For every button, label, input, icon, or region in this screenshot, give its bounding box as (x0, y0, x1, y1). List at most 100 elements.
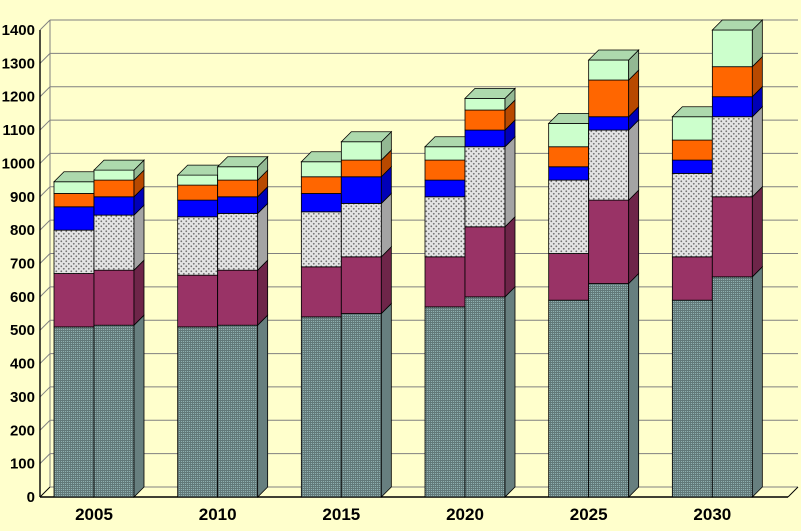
y-axis-label: 1000 (2, 155, 35, 172)
segment-side-magenta (257, 259, 269, 327)
segment-teal-textured (300, 316, 342, 498)
segment-orange (300, 176, 342, 194)
y-axis-label: 900 (10, 189, 35, 206)
segment-magenta (464, 226, 506, 298)
segment-orange (424, 159, 466, 181)
segment-side-teal-textured (133, 314, 145, 498)
x-axis-label: 2010 (199, 505, 237, 524)
segment-pale-green (548, 123, 590, 148)
bar-2030-right (711, 19, 764, 498)
segment-light-gray-dotted (217, 213, 259, 271)
y-axis-label: 1400 (2, 22, 35, 39)
segment-pale-green (671, 116, 713, 141)
bar-2005-right (93, 159, 145, 498)
segment-orange (340, 159, 382, 178)
segment-teal-textured (177, 326, 219, 498)
segment-magenta (671, 256, 713, 301)
y-axis-label: 800 (10, 222, 35, 239)
y-axis-labels: 0 100 200 300 400 500 600 700 800 900 1000 1100 1200… (2, 22, 35, 506)
segment-pale-green (464, 97, 506, 111)
segment-teal-textured (711, 276, 753, 498)
segment-side-light-gray-dotted (628, 119, 640, 202)
segment-light-gray-dotted (548, 179, 590, 254)
bar-2015-right (340, 130, 393, 498)
segment-teal-textured (671, 299, 713, 498)
segment-blue (217, 196, 259, 214)
segment-pale-green (340, 141, 382, 161)
segment-pale-green (93, 169, 135, 181)
segment-orange (464, 109, 506, 131)
x-axis-label: 2030 (693, 505, 731, 524)
segment-orange (217, 179, 259, 198)
segment-teal-textured (340, 313, 382, 498)
segment-blue (340, 176, 382, 204)
segment-orange (671, 139, 713, 161)
segment-magenta (711, 196, 753, 278)
bar-top-face (93, 159, 145, 171)
segment-teal-textured (93, 324, 135, 498)
segment-side-light-gray-dotted (257, 202, 269, 272)
segment-pale-green (53, 181, 95, 194)
bar-top-face (464, 87, 516, 99)
segment-blue (711, 96, 753, 118)
segment-teal-textured (548, 299, 590, 498)
segment-magenta (300, 266, 342, 318)
segment-pale-green (177, 174, 219, 186)
segment-pale-green (300, 161, 342, 178)
segment-orange (588, 79, 630, 118)
x-axis-label: 2015 (322, 505, 360, 524)
segment-magenta (217, 269, 259, 326)
y-axis-label: 500 (10, 322, 35, 339)
y-axis-label: 1200 (2, 89, 35, 106)
y-axis-label: 600 (10, 289, 35, 306)
segment-side-magenta (380, 245, 392, 315)
segment-light-gray-dotted (93, 214, 135, 271)
x-axis-label: 2025 (570, 505, 608, 524)
segment-blue (548, 166, 590, 181)
segment-teal-textured (53, 326, 95, 498)
segment-magenta (177, 274, 219, 328)
segment-blue (424, 179, 466, 198)
segment-pale-green (217, 166, 259, 181)
segment-magenta (548, 253, 590, 301)
segment-pale-green (588, 59, 630, 81)
bar-top-face (587, 49, 640, 61)
bar-2025-right (587, 49, 640, 498)
segment-light-gray-dotted (588, 129, 630, 201)
segment-light-gray-dotted (300, 211, 342, 268)
segment-light-gray-dotted (53, 229, 95, 274)
segment-magenta (588, 199, 630, 284)
segment-orange (53, 193, 95, 208)
segment-side-teal-textured (380, 302, 392, 498)
segment-light-gray-dotted (711, 116, 753, 198)
segment-side-light-gray-dotted (751, 105, 763, 198)
segment-teal-textured (424, 306, 466, 498)
segment-side-teal-textured (751, 265, 763, 498)
segment-light-gray-dotted (424, 196, 466, 258)
segment-side-teal-textured (628, 272, 640, 498)
segment-side-light-gray-dotted (504, 135, 516, 228)
segment-teal-textured (464, 296, 506, 498)
bar-2010-right (216, 155, 269, 498)
segment-blue (671, 159, 713, 174)
segment-blue (464, 129, 506, 148)
segment-side-magenta (751, 185, 763, 278)
y-axis-label: 200 (10, 422, 35, 439)
segment-teal-textured (588, 283, 630, 498)
segment-blue (177, 199, 219, 218)
x-axis-label: 2020 (446, 505, 484, 524)
y-axis-label: 0 (27, 489, 35, 506)
bar-top-face (340, 131, 393, 143)
segment-side-light-gray-dotted (133, 204, 145, 272)
segment-magenta (53, 273, 95, 328)
segment-light-gray-dotted (671, 173, 713, 258)
x-axis-label: 2005 (75, 505, 113, 524)
segment-orange (548, 146, 590, 168)
segment-blue (53, 206, 95, 231)
y-axis-label: 700 (10, 256, 35, 273)
segment-pale-green (711, 29, 753, 68)
segment-magenta (93, 269, 135, 326)
